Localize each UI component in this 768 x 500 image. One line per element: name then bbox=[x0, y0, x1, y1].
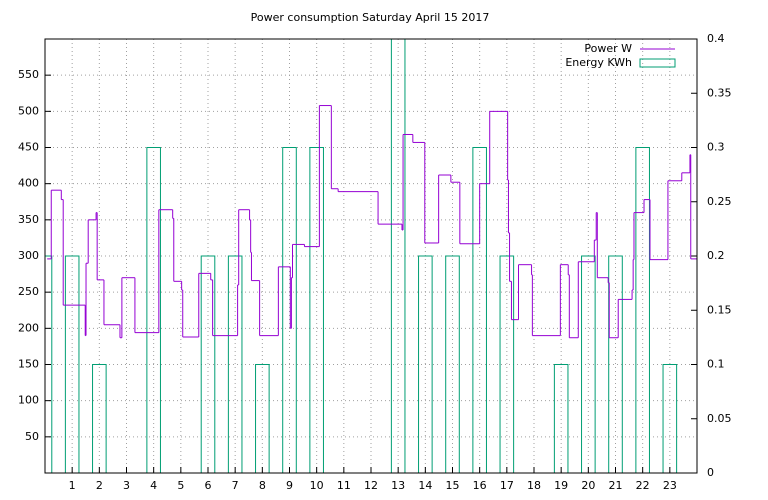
energy-bar bbox=[472, 147, 487, 473]
y2-tick-label: 0.15 bbox=[707, 303, 732, 316]
x-tick-label: 20 bbox=[581, 479, 595, 492]
x-tick-label: 7 bbox=[232, 479, 239, 492]
energy-bar bbox=[553, 364, 569, 473]
x-tick-label: 21 bbox=[609, 479, 623, 492]
y2-tick-label: 0.2 bbox=[707, 249, 725, 262]
x-tick-label: 23 bbox=[663, 479, 677, 492]
energy-bar bbox=[499, 255, 515, 473]
y-tick-label: 500 bbox=[18, 104, 39, 117]
energy-bar bbox=[146, 147, 161, 473]
plot-border bbox=[44, 38, 698, 474]
energy-bar bbox=[309, 147, 324, 473]
y-tick-label: 300 bbox=[18, 249, 39, 262]
x-tick-label: 17 bbox=[500, 479, 514, 492]
energy-bar bbox=[445, 255, 460, 473]
energy-bar bbox=[227, 255, 243, 473]
energy-bar bbox=[635, 147, 650, 473]
chart-title: Power consumption Saturday April 15 2017 bbox=[251, 11, 490, 24]
plot bbox=[45, 39, 697, 473]
y2-tick-label: 0.3 bbox=[707, 141, 725, 154]
legend-label: Power W bbox=[584, 42, 632, 55]
energy-bar bbox=[418, 255, 433, 473]
y-tick-label: 450 bbox=[18, 141, 39, 154]
y2-tick-label: 0.05 bbox=[707, 412, 732, 425]
legend-label: Energy KWh bbox=[565, 56, 632, 69]
x-tick-label: 14 bbox=[418, 479, 432, 492]
energy-bar bbox=[581, 255, 596, 473]
x-tick-label: 12 bbox=[364, 479, 378, 492]
x-tick-label: 1 bbox=[69, 479, 76, 492]
y-tick-label: 150 bbox=[18, 358, 39, 371]
y-tick-label: 350 bbox=[18, 213, 39, 226]
x-tick-label: 4 bbox=[150, 479, 157, 492]
x-tick-label: 2 bbox=[96, 479, 103, 492]
x-tick-label: 10 bbox=[310, 479, 324, 492]
y2-tick-label: 0.4 bbox=[707, 32, 725, 45]
x-tick-label: 13 bbox=[391, 479, 405, 492]
x-tick-label: 16 bbox=[473, 479, 487, 492]
energy-bar bbox=[282, 147, 297, 473]
x-tick-label: 3 bbox=[123, 479, 130, 492]
x-tick-label: 19 bbox=[554, 479, 568, 492]
x-tick-label: 11 bbox=[337, 479, 351, 492]
y-tick-label: 50 bbox=[25, 430, 39, 443]
x-tick-label: 9 bbox=[286, 479, 293, 492]
energy-bar bbox=[45, 255, 53, 473]
y-tick-label: 250 bbox=[18, 285, 39, 298]
y-tick-label: 550 bbox=[18, 68, 39, 81]
y2-tick-label: 0.35 bbox=[707, 86, 732, 99]
x-tick-label: 22 bbox=[636, 479, 650, 492]
x-tick-label: 5 bbox=[177, 479, 184, 492]
y-tick-label: 100 bbox=[18, 394, 39, 407]
energy-bar bbox=[255, 364, 270, 473]
y2-tick-label: 0.1 bbox=[707, 358, 725, 371]
x-tick-label: 6 bbox=[205, 479, 212, 492]
energy-bar bbox=[200, 255, 216, 473]
y2-tick-label: 0.25 bbox=[707, 195, 732, 208]
y2-tick-label: 0 bbox=[707, 466, 714, 479]
x-tick-label: 18 bbox=[527, 479, 541, 492]
energy-bar bbox=[92, 364, 107, 473]
y-tick-label: 400 bbox=[18, 177, 39, 190]
x-tick-label: 8 bbox=[259, 479, 266, 492]
energy-bar bbox=[662, 364, 678, 473]
energy-bar bbox=[390, 39, 406, 473]
legend-swatch bbox=[639, 58, 676, 68]
x-tick-label: 15 bbox=[446, 479, 460, 492]
y-tick-label: 200 bbox=[18, 321, 39, 334]
energy-bar bbox=[64, 255, 80, 473]
energy-bar bbox=[608, 255, 623, 473]
